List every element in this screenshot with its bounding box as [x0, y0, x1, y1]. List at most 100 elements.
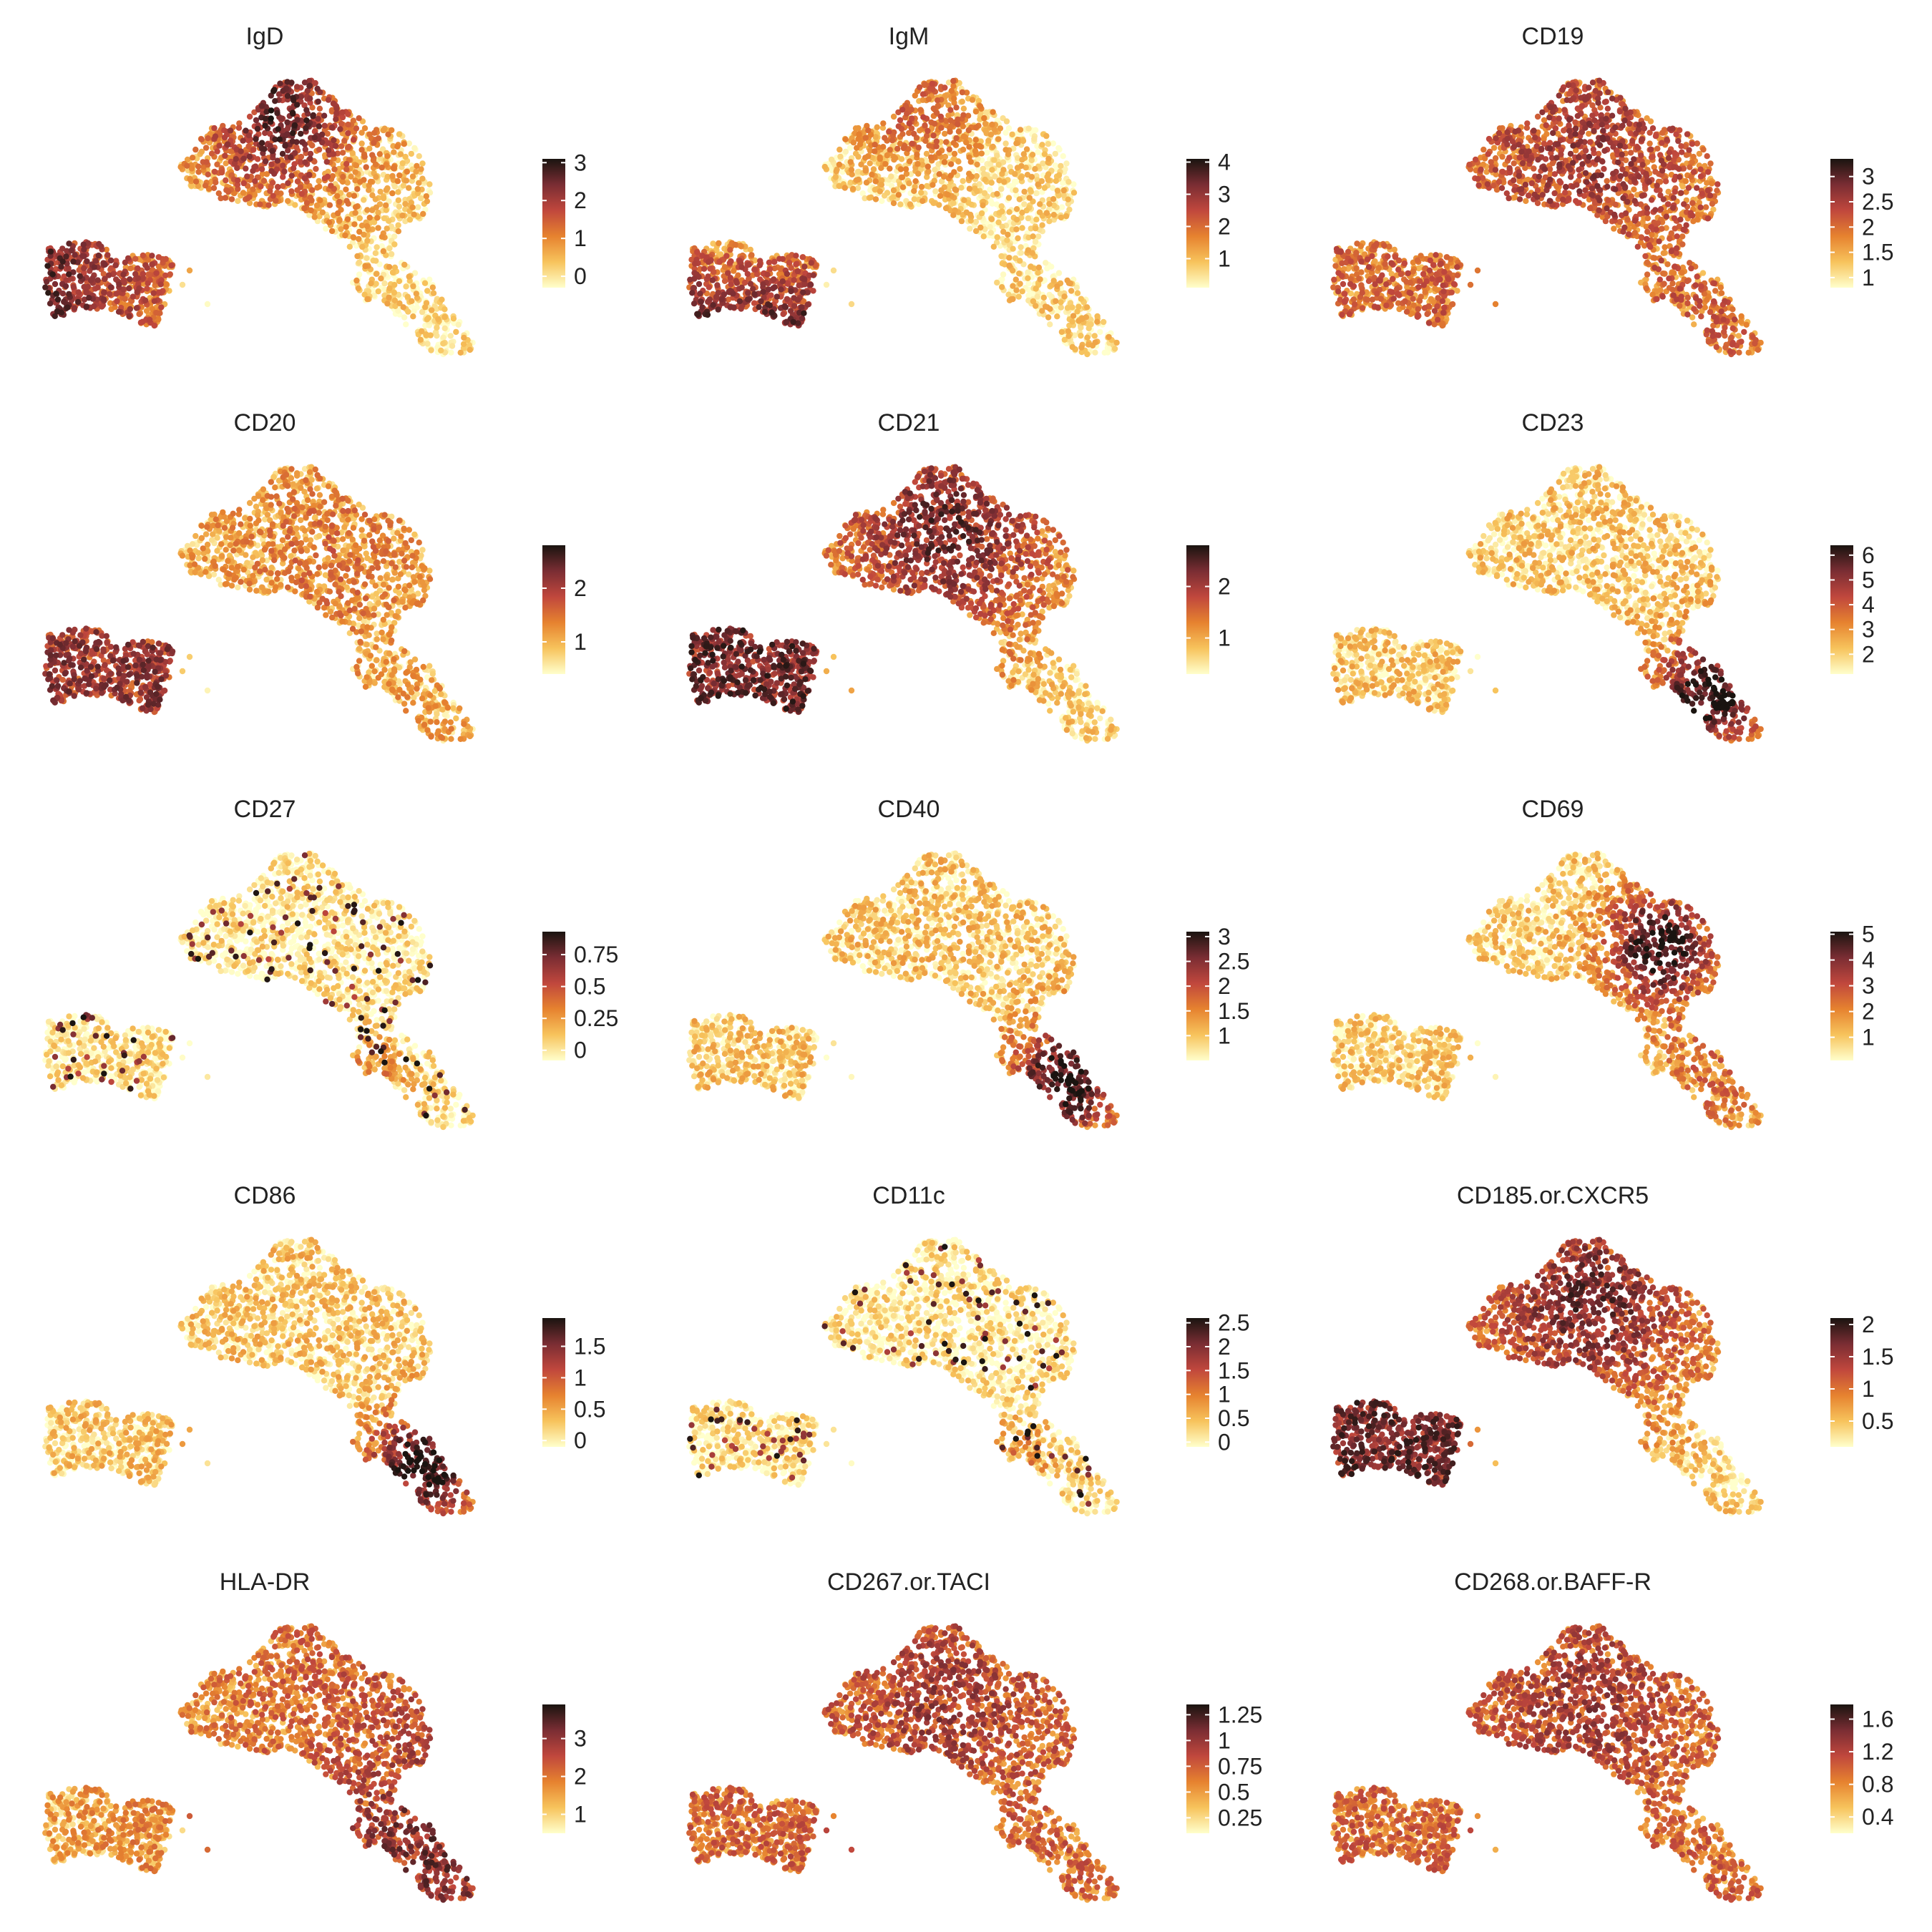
- cell-point: [997, 125, 1004, 132]
- cell-point: [920, 114, 927, 120]
- cell-point: [960, 133, 967, 140]
- cell-point: [54, 308, 61, 315]
- cell-point: [373, 258, 379, 264]
- cell-point: [1418, 253, 1424, 259]
- cell-point: [396, 300, 403, 307]
- cell-point: [63, 253, 69, 260]
- cell-point: [721, 291, 727, 298]
- feature-scatter-svg: 11.522.53: [1330, 77, 1893, 358]
- cell-point: [408, 200, 414, 206]
- cell-point: [184, 156, 191, 163]
- cell-point: [198, 136, 205, 142]
- cell-point: [980, 202, 986, 209]
- cell-point: [1481, 155, 1488, 162]
- cell-point: [1046, 218, 1053, 225]
- cell-point: [1054, 313, 1060, 320]
- cell-point: [957, 165, 963, 172]
- cell-point: [750, 286, 756, 292]
- cell-point: [1000, 271, 1007, 278]
- cell-point: [345, 121, 351, 128]
- cell-point: [385, 131, 391, 137]
- cell-point: [132, 255, 139, 262]
- cell-point: [389, 127, 395, 134]
- cell-point: [1018, 250, 1024, 256]
- cell-point: [995, 219, 1002, 225]
- cell-point: [701, 265, 708, 272]
- cell-point: [263, 109, 270, 115]
- cell-point: [205, 171, 211, 177]
- cell-point: [1729, 306, 1736, 313]
- cell-point: [272, 98, 278, 104]
- cell-point: [918, 183, 925, 190]
- cell-point: [328, 107, 336, 114]
- cell-point: [466, 342, 473, 348]
- cell-point: [313, 202, 321, 209]
- cell-point: [998, 186, 1005, 192]
- cell-point: [995, 162, 1002, 168]
- cell-point: [1065, 196, 1071, 203]
- cell-point: [140, 252, 146, 259]
- cell-point: [344, 216, 351, 223]
- cell-point: [791, 295, 797, 301]
- cell-point: [808, 260, 814, 266]
- cell-point: [936, 171, 942, 177]
- cell-point: [1068, 288, 1075, 294]
- cell-point: [339, 109, 346, 116]
- cell-point: [935, 103, 942, 109]
- cell-point: [1019, 157, 1025, 163]
- cell-point: [1388, 270, 1395, 277]
- cell-point: [947, 172, 955, 179]
- cell-point: [895, 192, 902, 198]
- cell-point: [930, 132, 937, 139]
- cell-point: [386, 245, 393, 252]
- cell-point: [1025, 269, 1031, 275]
- cell-point: [325, 147, 332, 154]
- cell-point: [974, 161, 980, 168]
- colorbar-tick-label: 0: [574, 263, 587, 289]
- cell-point: [441, 313, 448, 321]
- cell-point: [1710, 206, 1717, 213]
- cell-point: [1030, 245, 1037, 252]
- cell-point: [890, 200, 897, 207]
- cell-point: [758, 298, 764, 305]
- cell-point: [291, 97, 297, 104]
- cell-point: [1025, 247, 1032, 253]
- cell-point: [298, 153, 305, 160]
- cell-point: [383, 207, 389, 213]
- cell-point: [263, 158, 269, 165]
- cell-point: [414, 162, 420, 170]
- cell-point: [1030, 298, 1037, 305]
- cell-point: [967, 159, 974, 165]
- cell-point: [924, 163, 931, 170]
- cell-point: [143, 308, 150, 314]
- cell-point: [961, 197, 967, 203]
- cell-point: [205, 135, 211, 142]
- cell-point: [977, 138, 984, 145]
- cell-point: [951, 155, 957, 162]
- cell-point: [877, 188, 883, 195]
- cell-point: [1018, 244, 1024, 250]
- cell-point: [695, 311, 701, 317]
- cell-point: [396, 131, 403, 137]
- cell-point: [66, 291, 72, 298]
- cell-point: [390, 165, 396, 171]
- cell-point: [1028, 263, 1034, 270]
- cell-point: [1040, 294, 1047, 301]
- cell-point: [361, 153, 368, 160]
- cell-point: [1035, 149, 1041, 155]
- cell-point: [799, 254, 806, 260]
- cell-point: [966, 144, 972, 150]
- cell-point: [1101, 318, 1107, 326]
- cell-point: [795, 320, 801, 326]
- cell-point: [938, 125, 945, 131]
- cell-point: [314, 85, 321, 92]
- cell-point: [907, 158, 913, 165]
- cell-point: [947, 117, 954, 124]
- cell-point: [936, 202, 942, 208]
- cell-point: [696, 280, 703, 288]
- cell-point: [354, 186, 361, 192]
- cell-point: [419, 175, 426, 182]
- cell-point: [361, 197, 367, 203]
- cell-point: [1474, 267, 1481, 274]
- cell-point: [753, 271, 761, 278]
